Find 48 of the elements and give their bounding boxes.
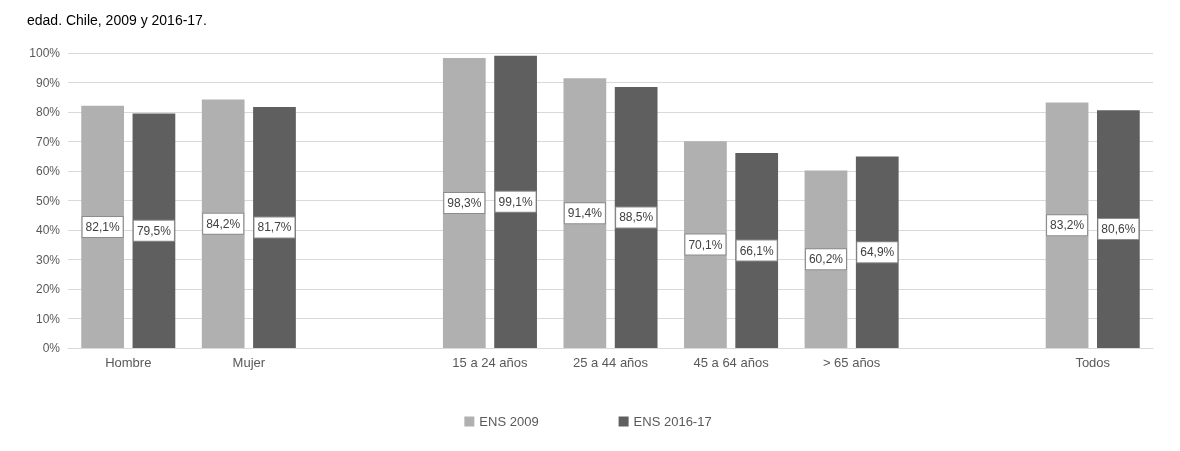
x-tick-label: Hombre [105, 355, 152, 370]
x-tick-label: Mujer [232, 355, 266, 370]
bar [201, 99, 245, 348]
x-tick-label: > 65 años [822, 355, 881, 370]
bar [563, 78, 607, 348]
y-tick-label: 70% [35, 134, 61, 149]
y-tick-label: 90% [35, 75, 61, 90]
data-label: 64,9% [860, 245, 895, 260]
x-tick-label: 25 a 44 años [572, 355, 649, 370]
y-tick-label: 10% [35, 311, 61, 326]
y-tick-label: 0% [42, 341, 61, 355]
x-tick-label: 15 a 24 años [452, 355, 529, 370]
data-label: 84,2% [206, 216, 241, 231]
data-label: 80,6% [1101, 222, 1136, 237]
data-label: 66,1% [739, 243, 775, 258]
data-label: 82,1% [85, 219, 120, 234]
bar [735, 153, 779, 348]
data-label: 60,2% [808, 252, 844, 267]
data-label: 98,3% [447, 196, 482, 211]
bar [253, 106, 296, 348]
x-tick-label: 45 a 64 años [693, 355, 770, 370]
data-label: 91,4% [567, 206, 603, 221]
bar [81, 105, 124, 348]
legend-label: ENS 2009 [479, 414, 539, 429]
bar [442, 58, 486, 348]
bar [684, 141, 727, 348]
bar [1045, 102, 1089, 348]
legend-label: ENS 2016-17 [633, 414, 712, 429]
x-tick-label: Todos [1075, 355, 1111, 370]
y-tick-label: 100% [29, 46, 61, 60]
y-tick-label: 30% [35, 252, 61, 267]
bar [132, 113, 176, 348]
data-label: 79,5% [136, 223, 172, 238]
y-tick-label: 80% [35, 105, 61, 119]
bar [1097, 110, 1140, 348]
data-label: 88,5% [619, 210, 654, 225]
bar [855, 156, 899, 348]
bar [614, 86, 658, 348]
data-label: 70,1% [688, 237, 723, 252]
y-tick-label: 40% [35, 223, 61, 237]
bar [494, 55, 537, 348]
data-label: 99,1% [498, 194, 533, 209]
chart-title: edad. Chile, 2009 y 2016-17. [27, 12, 207, 28]
y-tick-label: 60% [35, 164, 61, 178]
y-tick-label: 50% [35, 193, 61, 208]
data-label: 83,2% [1050, 218, 1085, 233]
y-tick-label: 20% [35, 282, 61, 296]
data-label: 81,7% [257, 220, 292, 235]
